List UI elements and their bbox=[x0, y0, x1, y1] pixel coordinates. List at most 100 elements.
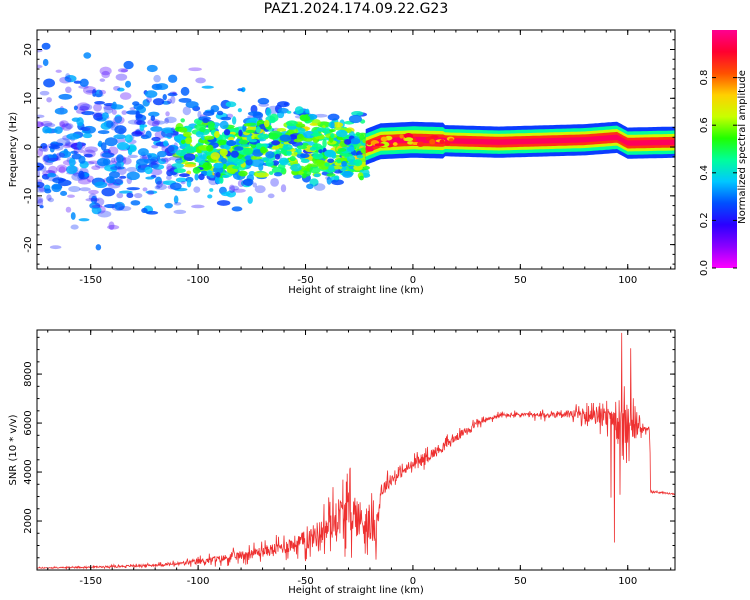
spectrogram-blob bbox=[101, 187, 116, 197]
spectrogram-blob bbox=[170, 95, 176, 104]
spectrogram-blob bbox=[309, 122, 318, 126]
spectrogram-blob bbox=[328, 164, 335, 172]
spectrogram-blob bbox=[126, 171, 140, 181]
spectrogram-blob bbox=[200, 135, 206, 141]
y-tick-label: 10 bbox=[23, 92, 34, 105]
spectrogram-blob bbox=[184, 137, 193, 145]
spectrogram-blob bbox=[260, 146, 267, 154]
spectrogram-blob bbox=[310, 133, 323, 137]
spectrogram-blob bbox=[344, 139, 352, 145]
spectrogram-blob bbox=[91, 204, 103, 209]
snr-panel: -150 -100 -50 0 50 100 2000 4000 6000 8000 Height … bbox=[8, 329, 676, 596]
signal-knot bbox=[449, 138, 454, 142]
spectrogram-blob bbox=[141, 207, 148, 214]
spectrogram-blob bbox=[125, 80, 132, 88]
spectrogram-blob bbox=[147, 190, 155, 196]
spectrogram-blob bbox=[136, 158, 149, 166]
spectrogram-blob bbox=[71, 117, 81, 122]
spectrogram-blob bbox=[231, 206, 243, 212]
spectrogram-blob bbox=[174, 158, 183, 164]
spectrogram-blob bbox=[107, 146, 119, 156]
spectrogram-blob bbox=[227, 136, 235, 141]
spectrogram-blob bbox=[119, 92, 132, 100]
spectrogram-blob bbox=[249, 156, 263, 160]
spectrogram-blob bbox=[79, 187, 91, 192]
spectrogram-blob bbox=[214, 131, 220, 138]
spectrogram-blob bbox=[52, 153, 57, 159]
spectrogram-blob bbox=[350, 137, 361, 145]
signal-track bbox=[365, 121, 675, 165]
spectrogram-blob bbox=[232, 188, 246, 193]
spectrogram-blob bbox=[85, 89, 97, 94]
spectrogram-blob bbox=[65, 73, 71, 79]
spectrogram-blob bbox=[165, 111, 170, 117]
spectrogram-blob bbox=[45, 170, 56, 174]
spectrogram-blob bbox=[229, 185, 240, 191]
x-tick-label: -100 bbox=[187, 275, 210, 286]
spectrogram-blob bbox=[238, 144, 251, 148]
spectrogram-blob bbox=[127, 144, 137, 153]
spectrogram-blob bbox=[136, 120, 146, 126]
spectrogram-blob bbox=[126, 187, 140, 191]
spectrogram-blob bbox=[94, 181, 108, 189]
spectrogram-blob bbox=[296, 148, 302, 155]
spectrogram-blob bbox=[250, 158, 265, 168]
spectrogram-blob bbox=[83, 52, 92, 59]
spectrogram-blob bbox=[70, 212, 76, 220]
spectrogram-blobs bbox=[37, 42, 675, 251]
spectrogram-blob bbox=[175, 149, 187, 157]
x-tick-label: -150 bbox=[79, 275, 102, 286]
colorbar: 0.0 0.2 0.4 0.6 0.8 Normalized spectral ampli… bbox=[699, 30, 748, 276]
spectrogram-blob bbox=[313, 173, 321, 178]
x-tick-label: 100 bbox=[618, 576, 637, 587]
spectrogram-blob bbox=[59, 76, 72, 84]
spectrogram-blob bbox=[84, 146, 98, 153]
spectrogram-blob bbox=[150, 160, 160, 169]
spectrogram-blob bbox=[154, 176, 162, 185]
spectrogram-blob bbox=[94, 89, 103, 98]
spectrogram-blob bbox=[139, 124, 145, 132]
spectrogram-blob bbox=[165, 132, 176, 138]
spectrogram-blob bbox=[167, 98, 172, 104]
spectrogram-blob bbox=[106, 176, 115, 184]
spectrogram-blob bbox=[119, 175, 127, 179]
spectrogram-blob bbox=[223, 129, 231, 136]
spectrogram-blob bbox=[46, 127, 52, 134]
spectrogram-blob bbox=[178, 127, 188, 133]
spectrogram-blob bbox=[99, 66, 112, 76]
spectrogram-blob bbox=[172, 91, 177, 95]
spectrogram-blob bbox=[327, 158, 335, 164]
spectrogram-frame bbox=[36, 29, 676, 270]
spectrogram-blob bbox=[164, 118, 169, 124]
spectrogram-blob bbox=[330, 179, 344, 186]
spectrogram-blob bbox=[276, 127, 287, 132]
spectrogram-blob bbox=[100, 142, 107, 151]
spectrogram-blob bbox=[79, 105, 90, 111]
spectrogram-blob bbox=[46, 97, 52, 103]
spectrogram-blob bbox=[40, 142, 48, 149]
spectrogram-blob bbox=[54, 126, 63, 134]
spectrogram-blob bbox=[183, 163, 197, 168]
spectrogram-blob bbox=[277, 107, 289, 114]
spectrogram-blob bbox=[67, 194, 75, 198]
spectrogram-blob bbox=[233, 159, 245, 165]
spectrogram-blob bbox=[254, 185, 266, 194]
spectrogram-blob bbox=[243, 123, 251, 127]
spectrogram-blob bbox=[115, 73, 128, 81]
spectrogram-blob bbox=[333, 126, 345, 131]
spectrogram-blob bbox=[186, 179, 192, 188]
spectrogram-blob bbox=[155, 184, 168, 191]
spectrogram-blob bbox=[121, 157, 132, 165]
spectrogram-blob bbox=[195, 130, 204, 138]
spectrogram-blob bbox=[49, 245, 62, 250]
y-tick-label: 0 bbox=[23, 144, 34, 150]
spectrogram-blob bbox=[151, 83, 163, 91]
spectrogram-blob bbox=[79, 78, 89, 87]
x-tick-label: -150 bbox=[79, 576, 102, 587]
spectrogram-blob bbox=[150, 115, 156, 122]
spectrogram-blob bbox=[55, 69, 62, 73]
spectrogram-blob bbox=[54, 107, 68, 115]
spectrogram-blob bbox=[335, 129, 348, 138]
spectrogram-blob bbox=[117, 166, 127, 175]
spectrogram-blob bbox=[202, 162, 213, 171]
